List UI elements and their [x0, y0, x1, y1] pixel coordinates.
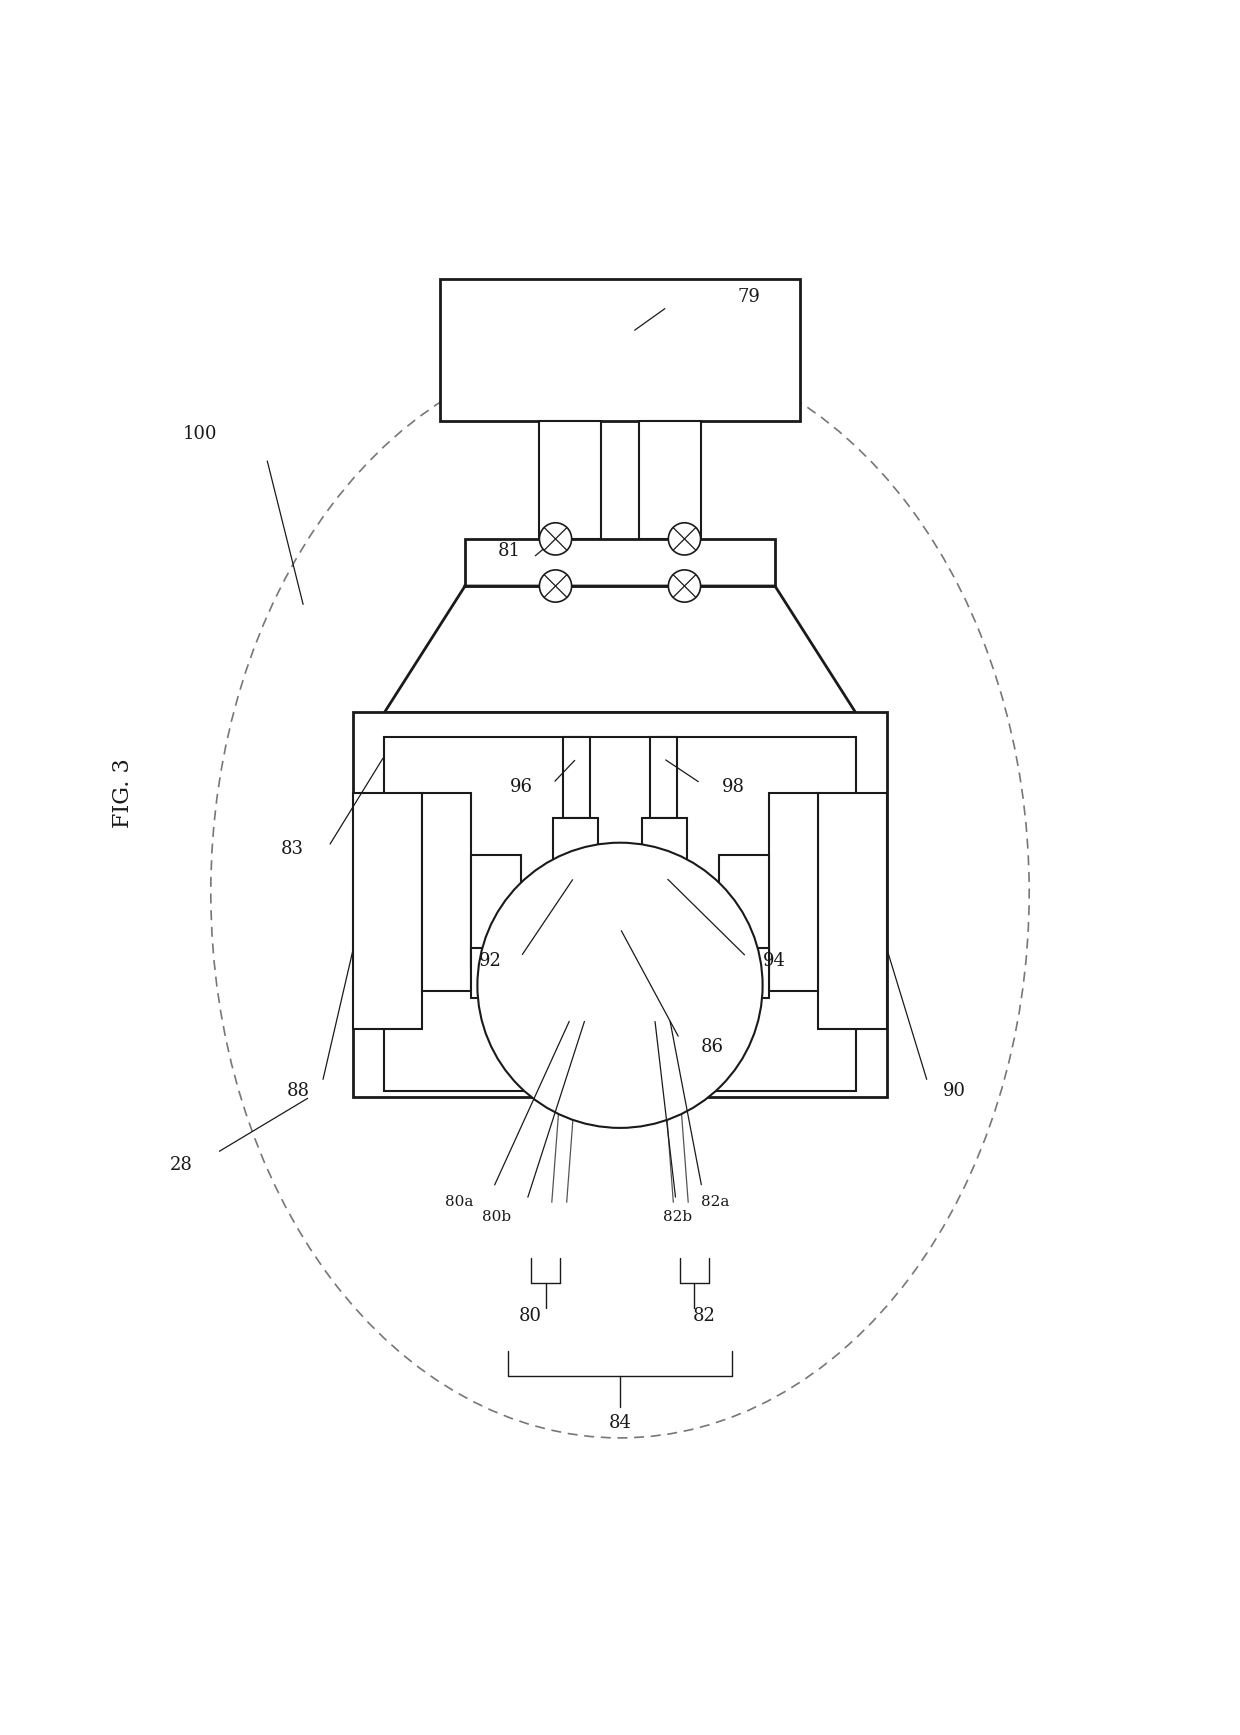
Text: 84: 84: [609, 1414, 631, 1431]
Bar: [440, 279, 800, 422]
Text: 100: 100: [182, 425, 217, 442]
Text: FIG. 3: FIG. 3: [112, 758, 134, 828]
Text: 90: 90: [942, 1081, 966, 1100]
Bar: [553, 897, 598, 928]
Polygon shape: [384, 586, 856, 713]
Text: 88: 88: [286, 1081, 310, 1100]
Text: 80a: 80a: [445, 1195, 474, 1209]
Circle shape: [668, 522, 701, 555]
Text: 82b: 82b: [663, 1211, 692, 1225]
Text: 98: 98: [722, 777, 745, 796]
Bar: [642, 817, 687, 911]
Bar: [719, 855, 769, 966]
Text: 92: 92: [480, 951, 502, 970]
Text: 28: 28: [170, 1156, 192, 1175]
Bar: [546, 928, 694, 956]
Bar: [642, 897, 687, 928]
Text: 80: 80: [520, 1308, 542, 1326]
Bar: [539, 422, 601, 540]
Text: 86: 86: [701, 1038, 724, 1057]
Circle shape: [539, 522, 572, 555]
Bar: [384, 737, 856, 1091]
Bar: [422, 793, 471, 991]
Bar: [563, 737, 590, 817]
Bar: [553, 817, 598, 911]
Bar: [818, 793, 887, 1029]
Text: 83: 83: [280, 840, 304, 857]
Bar: [769, 793, 818, 991]
Bar: [471, 947, 521, 998]
Bar: [639, 422, 701, 540]
Bar: [650, 737, 677, 817]
Text: 96: 96: [510, 777, 533, 796]
Circle shape: [539, 569, 572, 602]
Text: 81: 81: [497, 543, 521, 560]
Bar: [353, 793, 422, 1029]
Bar: [719, 947, 769, 998]
Bar: [353, 713, 887, 1097]
Text: 80b: 80b: [482, 1211, 511, 1225]
Circle shape: [477, 843, 763, 1128]
Text: 82a: 82a: [701, 1195, 729, 1209]
Text: 79: 79: [738, 288, 760, 305]
Bar: [471, 855, 521, 966]
Text: 94: 94: [763, 951, 785, 970]
Bar: [465, 540, 775, 586]
Text: 82: 82: [693, 1308, 715, 1326]
Circle shape: [668, 569, 701, 602]
